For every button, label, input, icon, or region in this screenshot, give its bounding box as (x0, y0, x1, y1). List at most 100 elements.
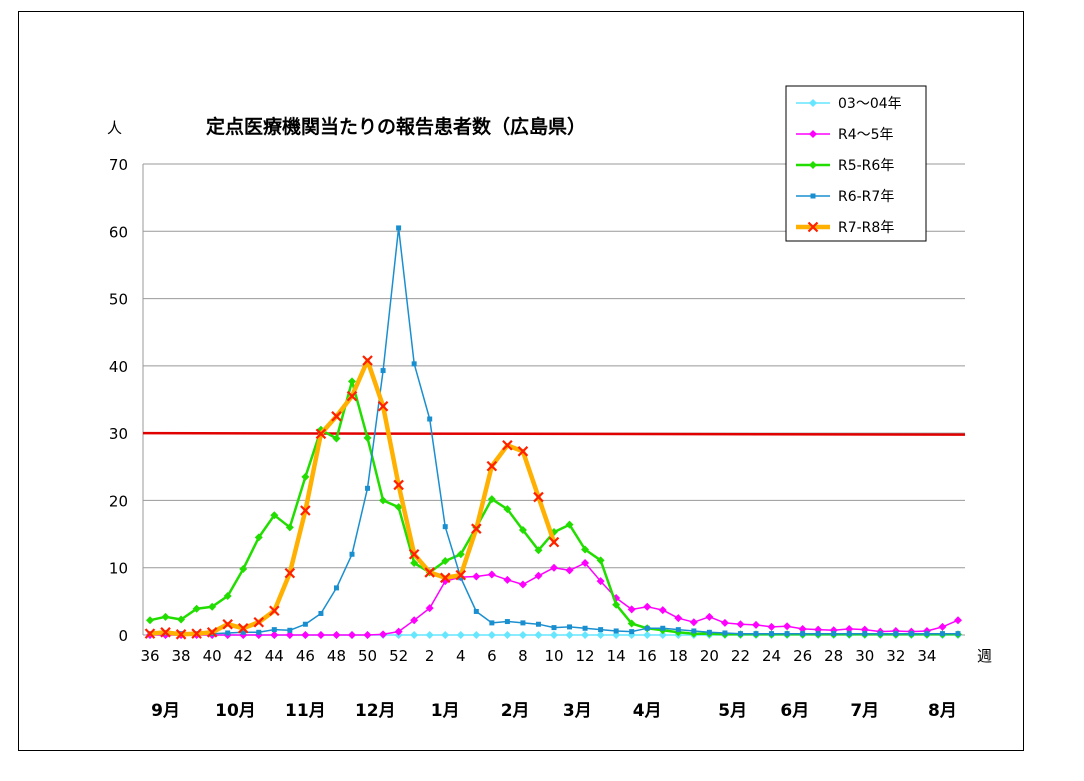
data-point-stroke (408, 548, 420, 560)
data-point (550, 631, 558, 639)
y-tick-label: 40 (109, 358, 128, 376)
data-point (809, 161, 817, 169)
data-point (456, 550, 465, 559)
data-point (954, 616, 962, 625)
legend-entry: R5-R6年 (796, 158, 894, 174)
x-tick-label: 16 (638, 647, 657, 665)
x-tick-labels: 36 38 40 42 44 46 48 50 52 2 4 6 8 10 12 14 16 18 20 22 24 26… (140, 647, 936, 665)
data-point (846, 631, 852, 637)
x-tick-label: 26 (793, 647, 812, 665)
x-axis-unit-label: 週 (977, 647, 992, 665)
data-point-stroke (548, 536, 560, 548)
x-tick-label: 52 (389, 647, 408, 665)
data-point-stroke (144, 628, 156, 639)
data-point (503, 575, 512, 584)
data-point-stroke (502, 439, 513, 451)
series-line (148, 380, 960, 636)
data-point (502, 439, 513, 451)
legend-entry: R6-R7年 (796, 189, 894, 205)
x-tick-label: 38 (172, 647, 191, 665)
data-point (410, 559, 419, 568)
month-labels: 9月 10月 11月 12月 1月 2月 3月 4月 5月 6月 7月 8月 (151, 701, 957, 721)
x-tick-label: 44 (265, 647, 284, 665)
data-point (240, 629, 246, 635)
x-tick-label: 14 (607, 647, 626, 665)
threshold-line (142, 431, 966, 436)
data-point (348, 377, 356, 386)
data-point-stroke (533, 491, 544, 503)
data-point (534, 631, 543, 639)
data-point (270, 631, 279, 639)
data-point (596, 556, 605, 565)
data-point-stroke (346, 390, 358, 402)
y-tick-label: 20 (109, 492, 128, 510)
data-point (394, 627, 403, 636)
data-point-stroke (253, 616, 265, 628)
data-point (396, 225, 402, 231)
data-point (798, 624, 807, 633)
y-tick-label: 0 (118, 627, 128, 645)
x-tick-label: 22 (731, 647, 750, 665)
x-tick-label: 40 (203, 647, 222, 665)
data-point (504, 619, 510, 625)
data-point (439, 572, 451, 584)
month-label: 5月 (718, 701, 747, 721)
x-tick-label: 2 (425, 647, 435, 665)
month-label: 10月 (215, 701, 256, 721)
data-point (333, 585, 339, 591)
month-label: 9月 (151, 701, 180, 721)
data-point (705, 612, 714, 621)
x-tick-label: 34 (917, 647, 936, 665)
data-point (380, 368, 386, 374)
data-point (285, 523, 294, 532)
data-point (784, 631, 790, 637)
data-point-stroke (222, 618, 233, 630)
data-point-stroke (284, 567, 296, 579)
data-point (284, 567, 296, 579)
x-tick-label: 46 (296, 647, 315, 665)
data-point (473, 608, 479, 614)
series-line (149, 562, 959, 636)
data-point (144, 628, 156, 639)
data-point (720, 618, 729, 627)
data-point (534, 546, 543, 555)
data-point (627, 619, 636, 628)
data-point (783, 622, 792, 631)
data-point (487, 495, 496, 504)
data-point-stroke (362, 355, 373, 366)
data-point (520, 620, 526, 626)
data-point (582, 625, 588, 631)
data-point (938, 622, 947, 631)
x-tick-label: 20 (700, 647, 719, 665)
data-point (706, 629, 712, 635)
x-tick-label: 30 (855, 647, 874, 665)
data-point (175, 629, 187, 640)
data-point (533, 491, 544, 503)
data-point (691, 628, 697, 634)
x-tick-label: 18 (669, 647, 688, 665)
data-point (908, 631, 914, 637)
series-3 (147, 225, 961, 637)
month-label: 3月 (563, 701, 592, 721)
data-point (565, 631, 574, 639)
data-point (534, 571, 543, 580)
data-point (581, 631, 590, 639)
data-point (427, 416, 433, 422)
data-point (161, 612, 170, 621)
data-point (722, 630, 728, 636)
data-point (581, 545, 590, 554)
legend-label: R5-R6年 (838, 158, 894, 174)
data-point-stroke (807, 221, 819, 233)
month-label: 2月 (501, 701, 530, 721)
data-point (658, 631, 667, 639)
data-point (893, 631, 899, 637)
data-point-stroke (331, 411, 342, 422)
data-point (810, 193, 816, 199)
x-tick-label: 50 (358, 647, 377, 665)
legend-label: R7-R8年 (838, 220, 894, 236)
data-point (332, 434, 341, 443)
data-point (487, 570, 496, 579)
data-point (318, 610, 324, 616)
data-point (442, 524, 448, 530)
